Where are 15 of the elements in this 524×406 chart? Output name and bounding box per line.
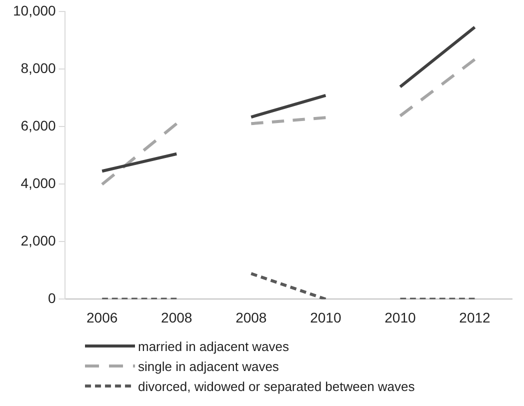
y-tick-label: 8,000 bbox=[20, 60, 56, 76]
y-tick-label: 6,000 bbox=[20, 117, 56, 134]
y-tick-label: 4,000 bbox=[20, 174, 56, 191]
legend-label: married in adjacent waves bbox=[138, 338, 290, 354]
x-tick-label: 2010 bbox=[310, 309, 342, 326]
y-tick-label: 2,000 bbox=[20, 232, 56, 248]
legend-label: single in adjacent waves bbox=[138, 358, 279, 374]
x-tick-label: 2008 bbox=[161, 309, 192, 326]
x-tick-label: 2010 bbox=[384, 309, 416, 326]
legend-label: divorced, widowed or separated between waves bbox=[138, 378, 415, 394]
y-tick-label: 10,000 bbox=[12, 2, 56, 18]
x-tick-label: 2006 bbox=[86, 309, 118, 326]
y-tick-label: 0 bbox=[48, 290, 56, 306]
x-tick-label: 2012 bbox=[459, 309, 491, 326]
x-tick-label: 2008 bbox=[236, 309, 267, 326]
